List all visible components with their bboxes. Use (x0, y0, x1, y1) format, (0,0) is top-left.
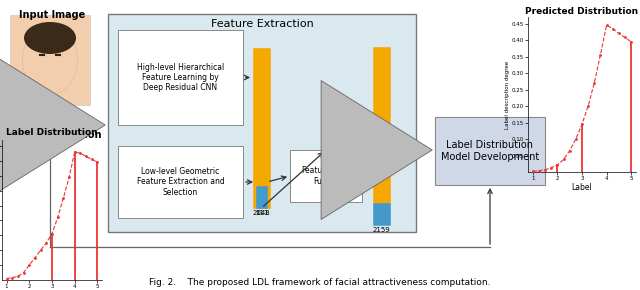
Bar (290, 150, 362, 202)
Text: Fig. 2.    The proposed LDL framework of facial attractiveness computation.: Fig. 2. The proposed LDL framework of fa… (149, 278, 491, 287)
Bar (253, 48, 270, 208)
Bar (10, 15, 90, 105)
Bar (108, 14, 416, 232)
Text: Label Distribution: Label Distribution (6, 128, 98, 137)
Text: Low-level Geometric
Feature Extraction and
Selection: Low-level Geometric Feature Extraction a… (136, 167, 225, 197)
Text: Input Image: Input Image (19, 10, 85, 20)
Text: 2159: 2159 (372, 227, 390, 233)
Text: 2048: 2048 (253, 210, 270, 216)
Text: Label Distribution: Label Distribution (3, 130, 102, 140)
Bar (373, 47, 390, 203)
Bar (118, 146, 243, 218)
Text: Feature-level
Fusion: Feature-level Fusion (301, 166, 351, 186)
Bar (435, 117, 545, 185)
Bar (373, 203, 390, 225)
Bar (256, 186, 267, 208)
Ellipse shape (24, 22, 76, 54)
Text: Feature Extraction: Feature Extraction (211, 19, 314, 29)
Title: Predicted Distribution: Predicted Distribution (525, 7, 639, 16)
Ellipse shape (22, 25, 77, 95)
X-axis label: Label: Label (572, 183, 593, 192)
Y-axis label: Label description degree: Label description degree (505, 60, 510, 128)
Text: 111: 111 (255, 210, 268, 216)
Text: High-level Hierarchical
Feature Learning by
Deep Residual CNN: High-level Hierarchical Feature Learning… (137, 63, 224, 93)
Bar (118, 30, 243, 125)
Text: Label Distribution
Model Development: Label Distribution Model Development (441, 140, 539, 162)
